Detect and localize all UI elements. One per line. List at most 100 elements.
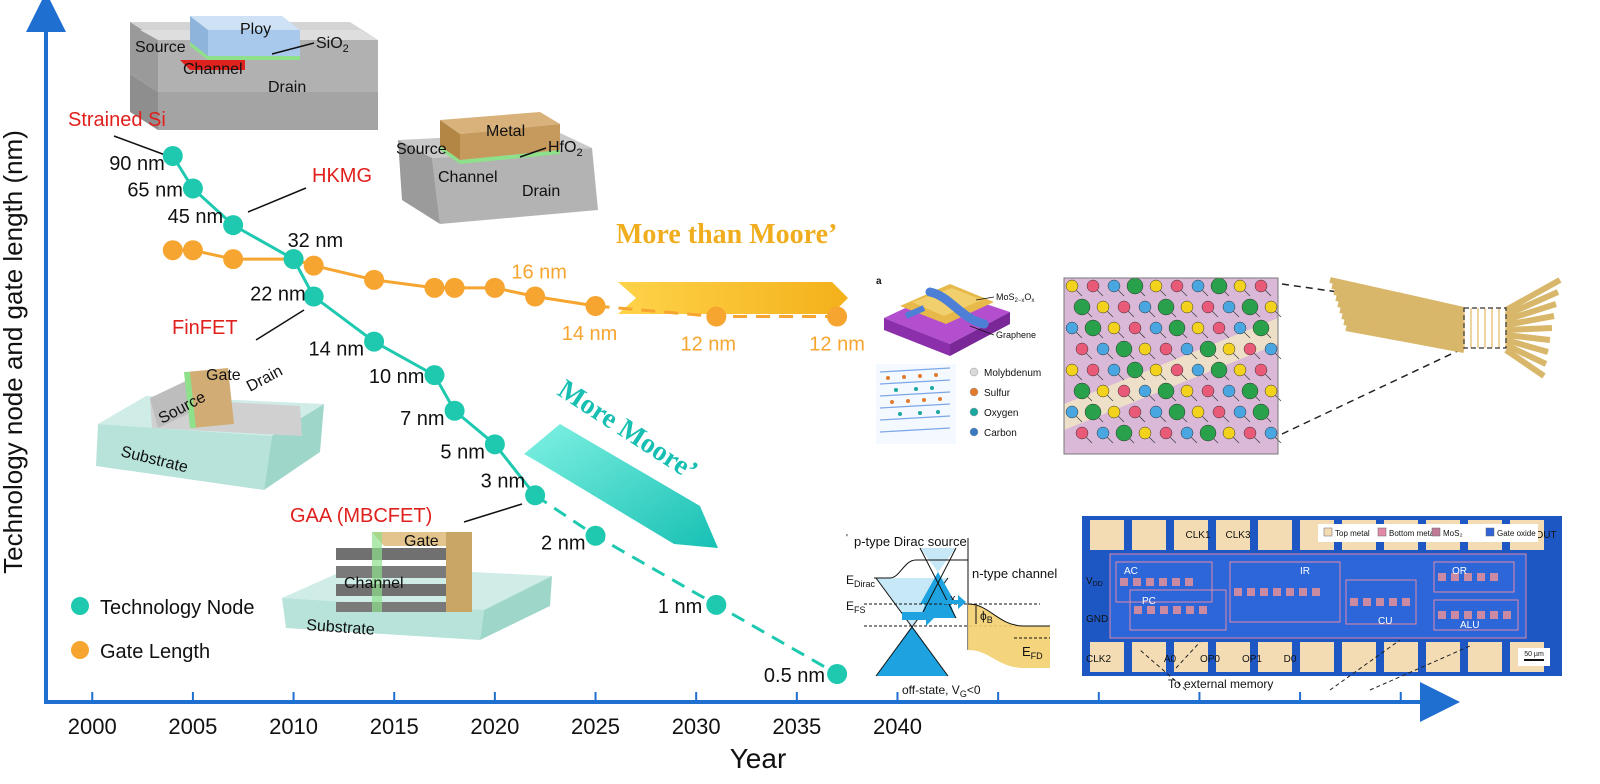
chip-transistor xyxy=(1402,598,1410,606)
x-tick-label: 2015 xyxy=(370,714,419,739)
lattice-atom xyxy=(1264,300,1278,314)
hkmg-hfo2-label: HfO2 xyxy=(548,139,583,159)
lattice-atom xyxy=(1191,363,1205,377)
gate-length-point-label: 12 nm xyxy=(809,334,865,356)
gaa-channel-label: Channel xyxy=(344,575,404,592)
hkmg-hfo2-arrow xyxy=(519,147,547,158)
more-moore-arrow xyxy=(524,424,718,548)
hkmg-transistor-inset: Metal HfO2 Source Channel Drain xyxy=(396,112,598,224)
technology-node-point-label: 65 nm xyxy=(127,179,183,201)
lattice-atom xyxy=(1170,279,1184,293)
gaa-inset: Gate Channel Substrate xyxy=(282,532,552,640)
dirac-x: x xyxy=(950,593,956,605)
chip-transistor xyxy=(1299,588,1307,596)
lattice-atom xyxy=(1086,279,1100,293)
finfet-gate-label: Gate xyxy=(206,367,241,384)
electrode-array-inset xyxy=(1329,277,1562,379)
chip-pad xyxy=(1174,642,1208,672)
chip-legend-swatch xyxy=(1485,527,1495,537)
lattice-atom xyxy=(1107,279,1121,293)
chip-transistor xyxy=(1147,606,1155,614)
chip-transistor xyxy=(1490,611,1498,619)
lattice-atom xyxy=(1252,403,1270,421)
chip-transistor xyxy=(1376,598,1384,606)
x-ticks: 2000 2005 2010 2015 2020 2025 2030 2035 2040 xyxy=(68,692,1402,739)
gate-length-point xyxy=(364,269,385,290)
lattice-atom xyxy=(1210,277,1228,295)
lattice-atom xyxy=(1115,340,1133,358)
chip-transistor xyxy=(1247,588,1255,596)
electrode-finger xyxy=(1505,313,1555,328)
electrode-finger xyxy=(1333,289,1465,323)
lattice-atom xyxy=(1252,319,1270,337)
lattice-atom xyxy=(1264,342,1278,356)
electrode-finger xyxy=(1505,325,1553,333)
technology-node-point-label: 2 nm xyxy=(541,533,585,555)
chip-pad xyxy=(1132,642,1166,672)
chip-pad xyxy=(1384,642,1418,672)
lattice-atom xyxy=(1233,363,1247,377)
lattice-atom xyxy=(1201,300,1215,314)
electrode-finger xyxy=(1339,307,1465,338)
chip-block-label: IR xyxy=(1300,566,1310,577)
technology-node-point xyxy=(706,594,727,615)
legend-marker-technology-node xyxy=(71,597,89,615)
electrode-finger xyxy=(1341,313,1465,343)
technology-node-point xyxy=(364,331,385,352)
mos2-panel-letter: a xyxy=(876,276,882,287)
lattice-atom xyxy=(1073,298,1091,316)
lattice-atom xyxy=(1065,405,1079,419)
hkmg-drain-label: Drain xyxy=(522,183,560,200)
dirac-phib: ϕB xyxy=(980,609,993,625)
more-than-moore-arrow xyxy=(618,282,848,314)
chip-transistor xyxy=(1464,611,1472,619)
lattice-atom xyxy=(1138,384,1152,398)
lattice-atom xyxy=(1086,363,1100,377)
lattice-atom xyxy=(1126,277,1144,295)
chip-pad-label: CLK1 xyxy=(1185,530,1210,541)
technology-node-point-label: 22 nm xyxy=(250,284,306,306)
chip-block xyxy=(1433,561,1515,593)
x-tick-label: 2020 xyxy=(470,714,519,739)
dirac-nchannel: n-type channel xyxy=(972,566,1057,581)
x-tick-label: 2040 xyxy=(873,714,922,739)
chip-transistor xyxy=(1273,588,1281,596)
mos2-device-inset: a MoS2−xOx Graphene Molybdenum Sulfur Oxyg… xyxy=(876,276,1041,444)
lattice-atom xyxy=(1065,363,1079,377)
lattice-atom xyxy=(1138,426,1152,440)
chip-transistor xyxy=(1477,611,1485,619)
chip-transistor xyxy=(1490,573,1498,581)
legend-label-gate-length: Gate Length xyxy=(100,641,210,663)
gate-length-point xyxy=(827,306,848,327)
lattice-atom xyxy=(1096,384,1110,398)
hkmg-channel-label: Channel xyxy=(438,169,498,186)
electrode-finger xyxy=(1331,283,1465,318)
lattice-atom xyxy=(1149,279,1163,293)
mos2-legend-label: Oxygen xyxy=(984,408,1018,419)
chip-pad xyxy=(1258,642,1292,672)
chip-pad xyxy=(1216,520,1250,550)
gaa-gate-label: Gate xyxy=(404,533,439,550)
technology-node-point-label: 90 nm xyxy=(109,153,165,175)
technology-node-point xyxy=(585,525,606,546)
chip-pad xyxy=(1090,642,1124,672)
gate-length-point xyxy=(182,240,203,261)
lattice-atom xyxy=(1084,319,1102,337)
chip-pad xyxy=(1342,642,1376,672)
gate-length-point xyxy=(162,240,183,261)
lattice-atom xyxy=(1157,298,1175,316)
y-axis-title: Technology node and gate length (nm) xyxy=(0,130,28,574)
electrode-finger xyxy=(1505,301,1557,323)
chip-transistor xyxy=(1173,606,1181,614)
dirac-edirac: EDirac xyxy=(846,573,876,589)
technology-node-point xyxy=(182,178,203,199)
dirac-offstate: off-state, VG<0 xyxy=(902,683,981,699)
lattice-atom xyxy=(1241,298,1259,316)
lattice-atom xyxy=(1075,342,1089,356)
annotation-hkmg: HKMG xyxy=(312,165,372,187)
chip-block xyxy=(1433,599,1519,631)
technology-node-point-label: 32 nm xyxy=(288,230,344,252)
planar-sio2-label: SiO2 xyxy=(316,35,349,55)
gate-length-series: 16 nm 14 nm 12 nm 12 nm xyxy=(162,240,865,356)
